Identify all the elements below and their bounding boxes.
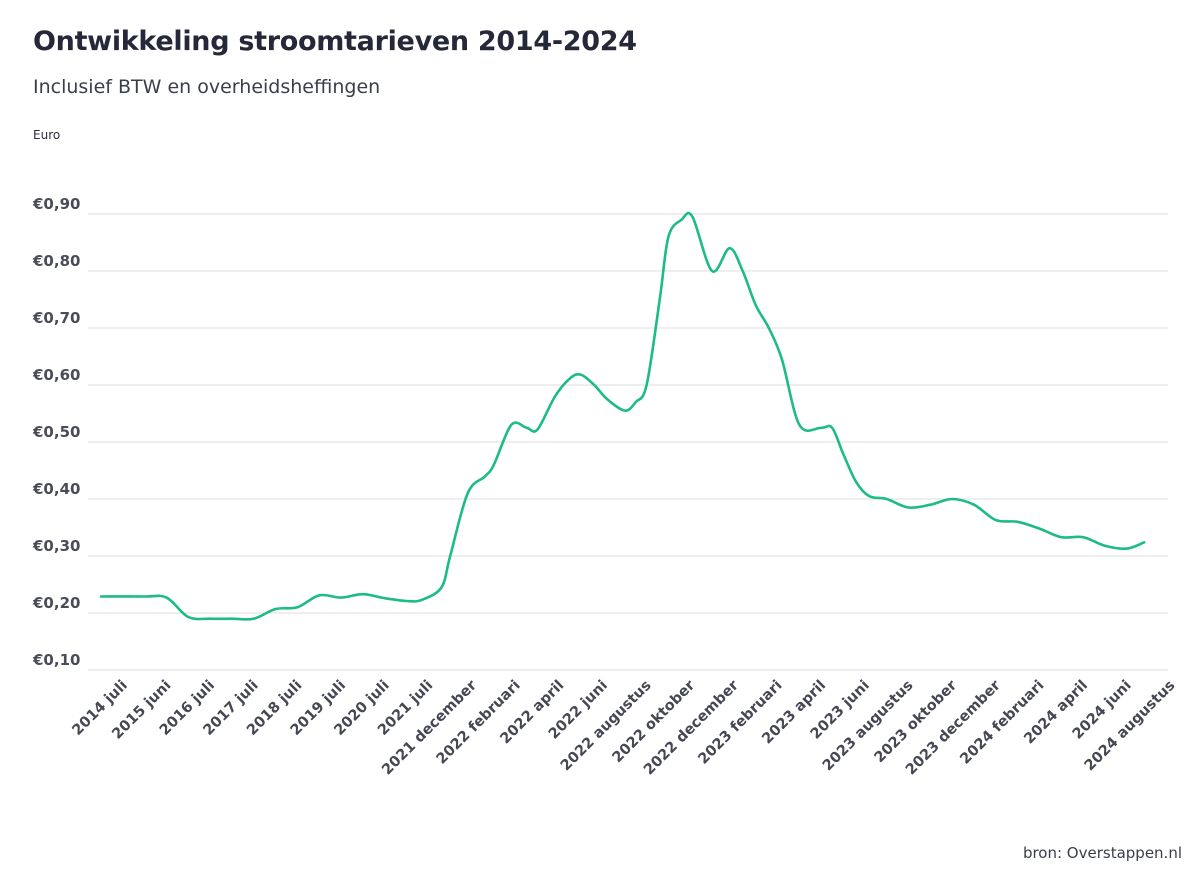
y-axis-unit-label: Euro bbox=[33, 128, 61, 142]
series-lines bbox=[99, 211, 1146, 621]
y-tick-label: €0,20 bbox=[32, 594, 80, 612]
y-axis-ticks: €0,10 €0,20 €0,30 €0,40 €0,50 €0,60 €0,70 €0,80… bbox=[32, 195, 80, 669]
y-tick-label: €0,60 bbox=[32, 366, 80, 384]
y-tick-label: €0,40 bbox=[32, 480, 80, 498]
y-tick-label: €0,50 bbox=[32, 423, 80, 441]
y-tick-label: €0,70 bbox=[32, 309, 80, 327]
y-tick-label: €0,80 bbox=[32, 252, 80, 270]
series-line bbox=[99, 211, 1146, 621]
source-label: bron: Overstappen.nl bbox=[1022, 844, 1182, 862]
y-tick-label: €0,90 bbox=[32, 195, 80, 213]
y-tick-label: €0,30 bbox=[32, 537, 80, 555]
chart-subtitle: Inclusief BTW en overheidsheffingen bbox=[33, 76, 381, 98]
chart-title: Ontwikkeling stroomtarieven 2014-2024 bbox=[33, 26, 637, 57]
gridlines bbox=[88, 213, 1168, 671]
y-tick-label: €0,10 bbox=[32, 651, 80, 669]
